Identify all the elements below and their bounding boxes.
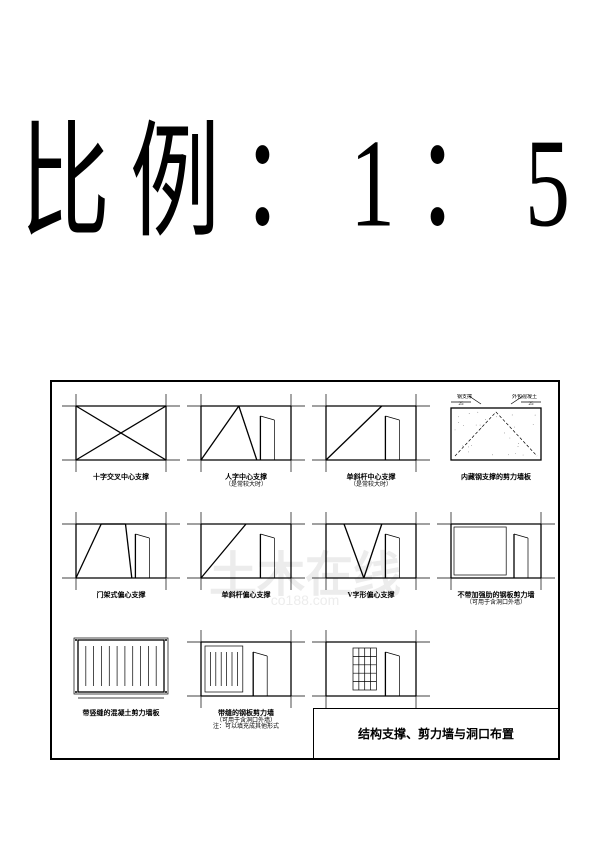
diagram-cell: 人字中心支撑（是常较大时） bbox=[187, 394, 305, 488]
diagram-caption: V字形偏心支撑 bbox=[312, 592, 430, 600]
diagram-caption: 不带加强肋的钢板剪力墙（可用于含洞口外墙） bbox=[437, 592, 555, 606]
diagram-cell: 门架式偏心支撑 bbox=[62, 512, 180, 600]
diagram-cell: 不带加强肋的钢板剪力墙（可用于含洞口外墙） bbox=[437, 512, 555, 606]
drawing-sheet: 土木在线 co188.com 十字交叉中心支撑人字中心支撑（是常较大时）单斜杆中… bbox=[50, 380, 560, 760]
svg-text:钢支撑: 钢支撑 bbox=[457, 394, 472, 400]
diagram-cell: V字形偏心支撑 bbox=[312, 512, 430, 600]
diagram-cell: 带竖缝的混凝土剪力墙板 bbox=[62, 630, 180, 718]
diagram-caption: 单斜杆偏心支撑 bbox=[187, 592, 305, 600]
diagram-cell: 单斜杆中心支撑（是常较大时） bbox=[312, 394, 430, 488]
diagram-cell: 单斜杆偏心支撑 bbox=[187, 512, 305, 600]
diagram-caption: 带缝的钢板剪力墙（可用于含洞口外墙）注：可以填充成其他形式 bbox=[187, 710, 305, 731]
title-block: 结构支撑、剪力墙与洞口布置 bbox=[313, 708, 558, 758]
svg-text:外包混凝土: 外包混凝土 bbox=[512, 394, 537, 400]
scale-title: 比例：1：5 bbox=[20, 80, 590, 262]
diagram-caption: 单斜杆中心支撑（是常较大时） bbox=[312, 474, 430, 488]
diagram-caption: 门架式偏心支撑 bbox=[62, 592, 180, 600]
diagram-caption: 人字中心支撑（是常较大时） bbox=[187, 474, 305, 488]
diagram-cell: 十字交叉中心支撑 bbox=[62, 394, 180, 482]
diagram-caption: 十字交叉中心支撑 bbox=[62, 474, 180, 482]
svg-text:25: 25 bbox=[459, 402, 465, 407]
diagram-caption: 内藏钢支撑的剪力墙板 bbox=[437, 474, 555, 482]
diagram-caption: 带竖缝的混凝土剪力墙板 bbox=[62, 710, 180, 718]
diagram-grid: 十字交叉中心支撑人字中心支撑（是常较大时） 单斜杆中心支撑（是常较大时） 25 25 钢… bbox=[52, 382, 558, 758]
diagram-cell: 25 25 钢支撑 外包混凝土内藏钢支撑的剪力墙板 bbox=[437, 394, 555, 482]
diagram-cell: 带缝的钢板剪力墙（可用于含洞口外墙）注：可以填充成其他形式 bbox=[187, 630, 305, 731]
svg-text:25: 25 bbox=[529, 402, 535, 407]
